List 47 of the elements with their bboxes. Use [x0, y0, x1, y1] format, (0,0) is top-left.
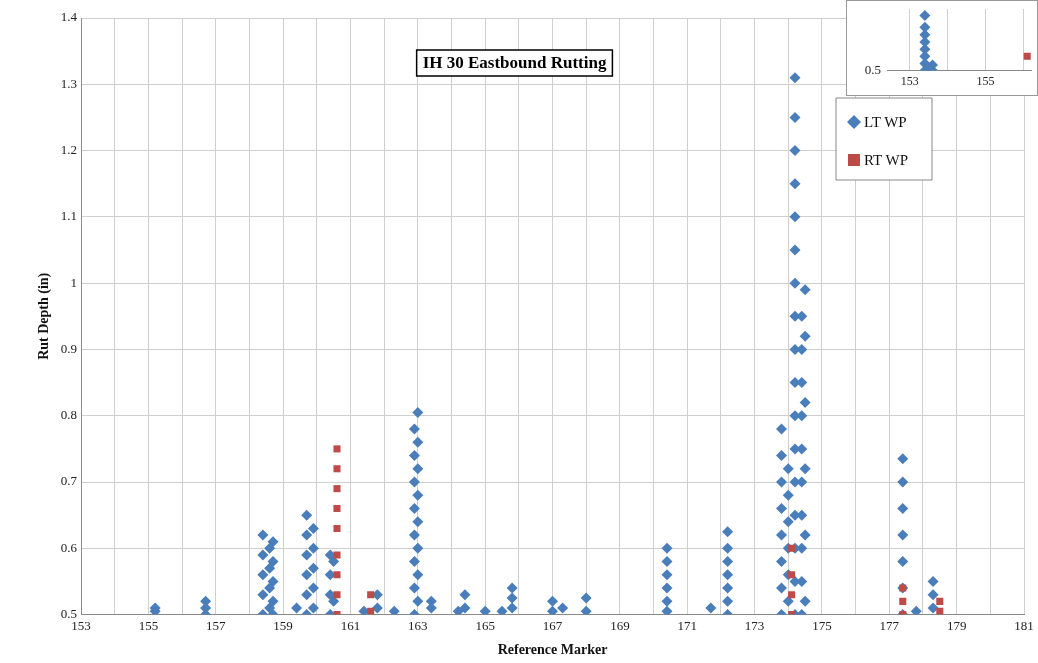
- y-tick-label: 1.4: [60, 9, 78, 25]
- y-axis-title: Rut Depth (in): [36, 272, 53, 360]
- y-tick-label: 1.2: [60, 142, 78, 157]
- x-tick-label: 171: [677, 617, 697, 633]
- point: [333, 445, 341, 453]
- point: [333, 551, 341, 559]
- point: [1023, 52, 1031, 60]
- point: [333, 505, 341, 513]
- legend-label: RT WP: [864, 151, 908, 168]
- y-tick-label: 0.6: [60, 539, 78, 555]
- x-tick-label: 157: [206, 617, 227, 633]
- x-tick-label: 165: [475, 617, 495, 633]
- point: [788, 544, 796, 552]
- x-tick-label: 167: [542, 617, 563, 633]
- point: [936, 597, 944, 605]
- point: [919, 10, 931, 22]
- y-tick-label: 1: [70, 274, 78, 290]
- y-tick-label: 0.7: [60, 473, 78, 489]
- y-tick-label: 1.1: [60, 208, 78, 224]
- point: [333, 571, 341, 579]
- x-tick-label: 175: [812, 617, 832, 633]
- point: [333, 524, 341, 532]
- y-tick-label: 0.9: [60, 340, 78, 356]
- point: [788, 571, 796, 579]
- x-tick-label: 173: [744, 617, 765, 633]
- point: [333, 465, 341, 473]
- point: [899, 597, 907, 605]
- x-axis-title: Reference Marker: [497, 642, 608, 658]
- x-tick-label: 179: [946, 617, 967, 633]
- x-tick-label: 169: [610, 617, 630, 633]
- annotation: 0.5: [864, 62, 881, 78]
- y-tick-label: 1.3: [60, 75, 78, 91]
- x-tick-label: 155: [138, 617, 159, 633]
- point: [333, 485, 341, 493]
- y-tick-label: 0.8: [60, 407, 78, 423]
- point: [788, 591, 796, 599]
- point: [367, 591, 375, 599]
- legend-label: LT WP: [864, 113, 907, 130]
- point: [333, 591, 341, 599]
- x-tick-label: 155: [976, 73, 995, 88]
- x-tick-label: 153: [900, 73, 919, 88]
- x-tick-label: 177: [879, 617, 900, 633]
- text: IH 30 Eastbound Rutting: [422, 53, 607, 73]
- x-tick-label: 163: [408, 617, 428, 633]
- x-tick-label: 181: [1014, 617, 1034, 633]
- x-tick-label: 161: [340, 617, 361, 633]
- x-tick-label: 159: [273, 617, 293, 633]
